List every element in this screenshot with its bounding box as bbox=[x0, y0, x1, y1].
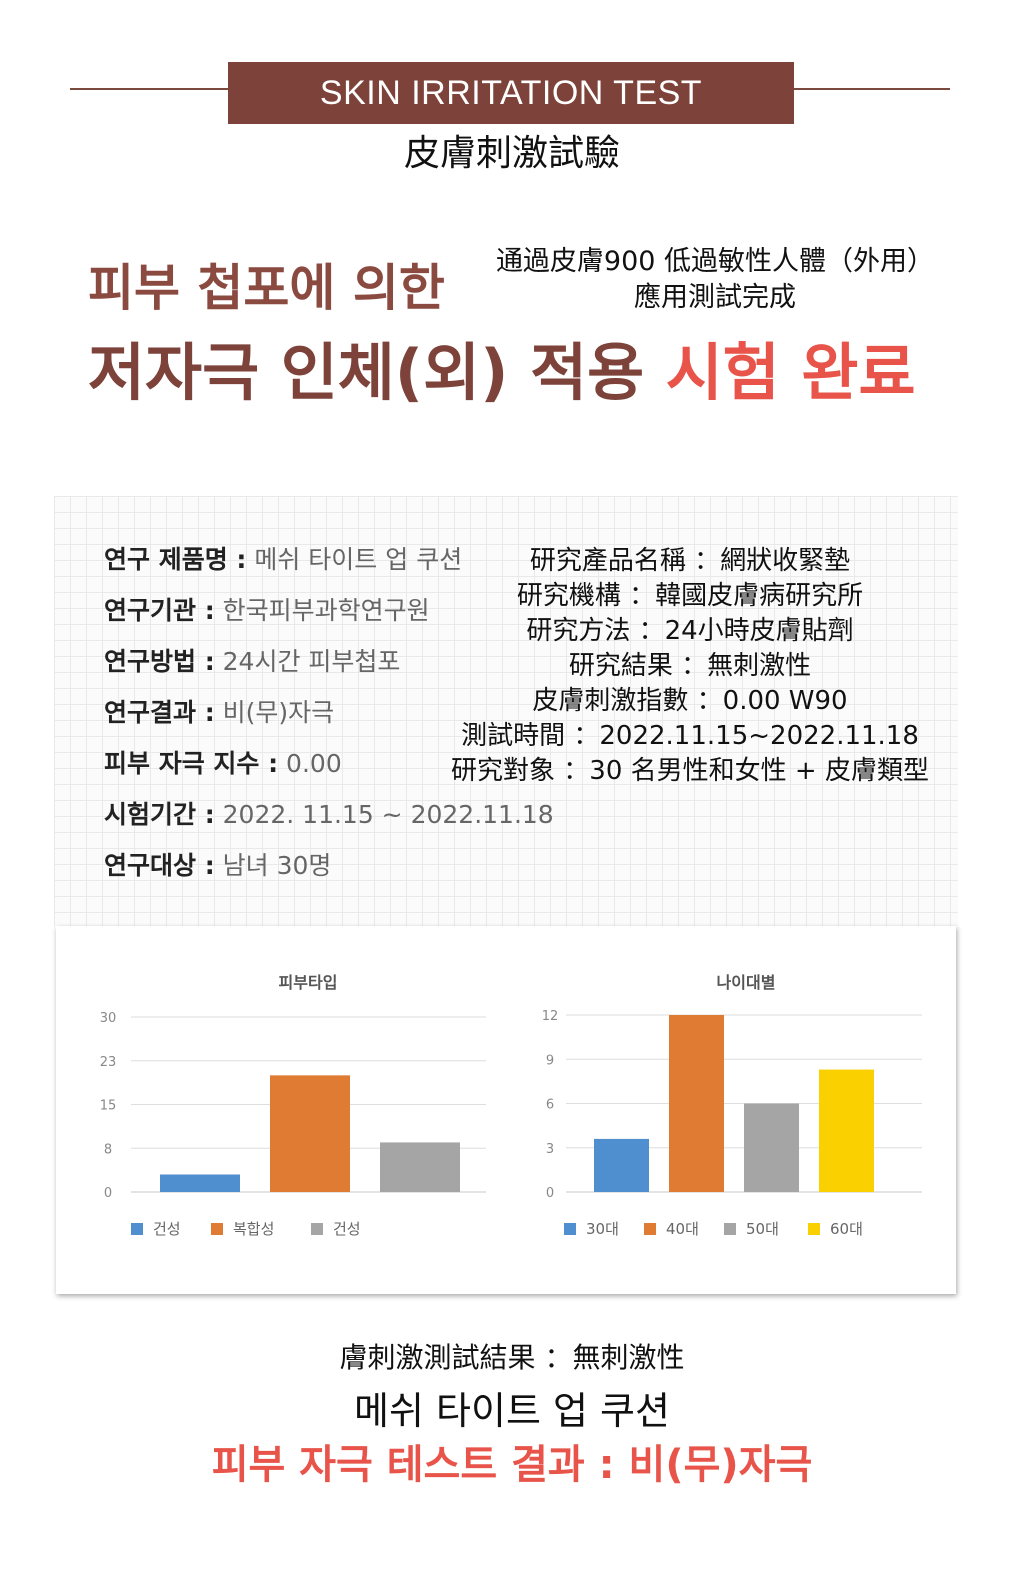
kr-info-key: 연구방법 : bbox=[104, 647, 215, 676]
kr-info-row: 연구대상 : 남녀 30명 bbox=[104, 846, 554, 897]
header-rule-right bbox=[794, 88, 950, 90]
legend-swatch bbox=[311, 1223, 323, 1235]
legend-label: 건성 bbox=[153, 1220, 181, 1238]
header-rule-left bbox=[70, 88, 228, 90]
chart-title: 피부타입 bbox=[279, 973, 338, 992]
kr-info-value: 한국피부과학연구원 bbox=[214, 596, 430, 625]
kr-info-value: 비(무)자극 bbox=[214, 698, 335, 727]
kr-info-value: 메쉬 타이트 업 쿠션 bbox=[246, 545, 463, 574]
cn-info-list: 研究產品名稱 ：網狀收緊墊 研究機構 ：韓國皮膚病研究所 研究方法 ：24小時皮… bbox=[420, 540, 960, 786]
y-tick-label: 23 bbox=[100, 1055, 117, 1070]
kr-info-value: 24시간 피부첩포 bbox=[214, 647, 401, 676]
kr-info-key: 연구결과 : bbox=[104, 698, 215, 727]
legend-label: 40대 bbox=[666, 1220, 699, 1238]
bar bbox=[380, 1142, 460, 1192]
bar bbox=[819, 1069, 874, 1192]
y-tick-label: 0 bbox=[104, 1186, 112, 1201]
headline-main: 저자극 인체(외) 적용 bbox=[88, 336, 645, 409]
legend-label: 50대 bbox=[746, 1220, 779, 1238]
kr-info-key: 시험기간 : bbox=[104, 800, 215, 829]
legend-label: 60대 bbox=[830, 1220, 863, 1238]
bar bbox=[669, 1015, 724, 1192]
kr-info-key: 연구 제품명 : bbox=[104, 545, 247, 574]
cn-info-row: 研究產品名稱 ：網狀收緊墊 bbox=[529, 546, 851, 576]
page-subtitle: 皮膚刺激試驗 bbox=[403, 133, 620, 174]
info-panel bbox=[54, 496, 958, 926]
kr-info-key: 연구대상 : bbox=[104, 851, 215, 880]
bar bbox=[594, 1138, 649, 1192]
kr-info-value: 0.00 bbox=[278, 749, 342, 778]
kr-info-list: 연구 제품명 : 메쉬 타이트 업 쿠션 연구기관 : 한국피부과학연구원 연구… bbox=[104, 540, 554, 897]
legend-label: 30대 bbox=[586, 1220, 619, 1238]
y-tick-label: 15 bbox=[100, 1099, 117, 1114]
y-tick-label: 30 bbox=[100, 1011, 117, 1026]
y-tick-label: 8 bbox=[104, 1142, 112, 1157]
y-tick-label: 12 bbox=[542, 1009, 559, 1024]
legend-swatch bbox=[644, 1223, 656, 1235]
footer-product-name: 메쉬 타이트 업 쿠션 bbox=[354, 1389, 670, 1433]
headline-line1: 피부 첩포에 의한 bbox=[88, 259, 445, 317]
cn-info-row: 皮膚刺激指數 ：0.00 W90 bbox=[532, 686, 848, 716]
kr-info-row: 시험기간 : 2022. 11.15 ~ 2022.11.18 bbox=[104, 795, 554, 846]
chart-panel: 피부타입 0 8 15 23 30 건성 복합성 건성 나이대별 0 3 6 9 12 30대 40대 50대 60… bbox=[56, 926, 956, 1294]
legend-swatch bbox=[564, 1223, 576, 1235]
y-tick-label: 3 bbox=[546, 1142, 554, 1157]
y-tick-label: 0 bbox=[546, 1186, 554, 1201]
cn-info-row: 研究機構 ：韓國皮膚病研究所 bbox=[516, 581, 864, 611]
cn-note-line2: 應用測試完成 bbox=[634, 282, 796, 313]
legend-swatch bbox=[211, 1223, 223, 1235]
kr-info-key: 연구기관 : bbox=[104, 596, 215, 625]
headline-cn-note: 通過皮膚900 低過敏性人體（外用） 應用測試完成 bbox=[470, 244, 960, 316]
kr-info-row: 연구결과 : 비(무)자극 bbox=[104, 693, 554, 744]
footer-result-cn: 膚刺激測試結果 ：無刺激性 bbox=[339, 1341, 685, 1374]
headline-line2: 저자극 인체(외) 적용 시험 완료 bbox=[88, 322, 916, 412]
footer-result-kr: 피부 자극 테스트 결과 : 비(무)자극 bbox=[211, 1442, 813, 1488]
kr-info-row: 연구방법 : 24시간 피부첩포 bbox=[104, 642, 554, 693]
y-tick-label: 9 bbox=[546, 1053, 554, 1068]
cn-note-line1: 通過皮膚900 低過敏性人體（外用） bbox=[495, 246, 935, 277]
legend-label: 건성 bbox=[333, 1220, 361, 1238]
bar bbox=[160, 1174, 240, 1192]
kr-info-row: 연구기관 : 한국피부과학연구원 bbox=[104, 591, 554, 642]
title-banner: SKIN IRRITATION TEST bbox=[228, 62, 794, 124]
legend-swatch bbox=[808, 1223, 820, 1235]
banner-text: SKIN IRRITATION TEST bbox=[319, 73, 703, 112]
kr-info-row: 연구 제품명 : 메쉬 타이트 업 쿠션 bbox=[104, 540, 554, 591]
legend-label: 복합성 bbox=[233, 1220, 274, 1238]
bar bbox=[270, 1075, 350, 1192]
kr-info-value: 2022. 11.15 ~ 2022.11.18 bbox=[214, 800, 554, 829]
kr-info-key: 피부 자극 지수 : bbox=[104, 749, 279, 778]
charts-svg: 피부타입 0 8 15 23 30 건성 복합성 건성 나이대별 0 3 6 9 12 30대 40대 50대 60… bbox=[100, 973, 922, 1238]
headline-accent: 시험 완료 bbox=[665, 336, 916, 409]
chart-title: 나이대별 bbox=[717, 973, 776, 992]
bar bbox=[744, 1103, 799, 1192]
cn-info-row: 測試時間 ：2022.11.15~2022.11.18 bbox=[461, 721, 919, 751]
legend-swatch bbox=[131, 1223, 143, 1235]
y-tick-label: 6 bbox=[546, 1098, 554, 1113]
cn-info-row: 研究方法 ：24小時皮膚貼劑 bbox=[526, 616, 854, 646]
cn-info-row: 研究對象 ：30 名男性和女性 + 皮膚類型 bbox=[451, 756, 929, 786]
kr-info-value: 남녀 30명 bbox=[214, 851, 332, 880]
cn-info-row: 研究結果 ：無刺激性 bbox=[568, 651, 812, 681]
legend-swatch bbox=[724, 1223, 736, 1235]
kr-info-row: 피부 자극 지수 : 0.00 bbox=[104, 744, 554, 795]
